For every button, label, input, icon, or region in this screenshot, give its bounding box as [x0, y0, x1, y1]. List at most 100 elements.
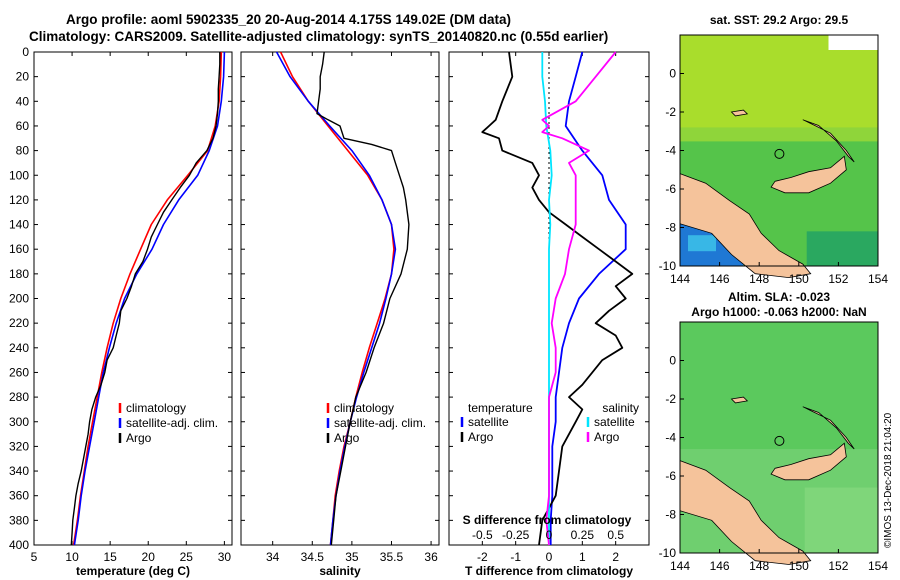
temperature-xlabel: temperature (deg C) — [76, 564, 190, 578]
y-tick-label: 100 — [9, 168, 29, 182]
difference-xtick-label: -1 — [510, 550, 521, 564]
sla-xtick-label: 150 — [789, 559, 809, 573]
salinity-xtick-label: 35 — [345, 550, 359, 564]
difference-xtick-label: 0 — [546, 550, 553, 564]
temperature-series-satellite-adj-clim- — [73, 51, 226, 546]
difference-legend-s-argo: Argo — [594, 430, 620, 444]
salinity-xlabel: salinity — [319, 564, 361, 578]
sst-transition-band — [680, 127, 878, 142]
title-line-2: Climatology: CARS2009. Satellite-adjuste… — [29, 29, 609, 44]
difference-series-t-satellite — [549, 51, 627, 545]
difference-s-tick-label: 0.25 — [571, 528, 595, 542]
y-tick-label: 140 — [9, 218, 29, 232]
temperature-xtick-label: 15 — [103, 550, 117, 564]
sla-land-new-britain — [770, 442, 847, 481]
sst-southeast-patch — [806, 231, 878, 266]
y-tick-label: 160 — [9, 242, 29, 256]
sst-xtick-label: 154 — [868, 272, 888, 286]
sst-land-new-ireland — [802, 119, 855, 163]
sla-xtick-label: 152 — [828, 559, 848, 573]
difference-xlabel: T difference from climatology — [465, 564, 633, 578]
y-tick-label: 380 — [9, 513, 29, 527]
sst-map — [679, 34, 879, 279]
difference-s-tick-label: -0.25 — [502, 528, 530, 542]
difference-series-s-argo — [541, 51, 617, 546]
temperature-series-climatology — [72, 51, 223, 546]
y-tick-label: 340 — [9, 464, 29, 478]
difference-s-tick-label: 0.5 — [607, 528, 624, 542]
difference-legend-s-satellite: satellite — [594, 415, 635, 429]
difference-series-t-argo — [481, 51, 634, 546]
y-tick-label: 80 — [16, 144, 30, 158]
y-tick-label: 200 — [9, 292, 29, 306]
y-tick-label: 60 — [16, 119, 30, 133]
sla-land-manus — [730, 396, 749, 404]
sst-xtick-label: 148 — [749, 272, 769, 286]
sst-map-title: sat. SST: 29.2 Argo: 29.5 — [710, 13, 849, 27]
sst-cool-patch-light — [688, 235, 716, 252]
sst-ytick-label: -6 — [665, 182, 676, 196]
difference-xtick-label: 2 — [612, 550, 619, 564]
sst-ytick-label: -2 — [665, 105, 676, 119]
sla-ytick-label: -2 — [665, 392, 676, 406]
sst-profile-marker — [774, 148, 785, 159]
sla-ytick-label: -8 — [665, 508, 676, 522]
temperature-legend-item: satellite-adj. clim. — [126, 416, 218, 430]
y-tick-label: 300 — [9, 415, 29, 429]
salinity-series-satellite-adj-clim- — [275, 51, 397, 546]
sla-map-title: Altim. SLA: -0.023 — [728, 290, 830, 304]
sst-missing-data — [828, 35, 878, 50]
difference-legend-t-argo: Argo — [468, 430, 494, 444]
sla-ytick-label: 0 — [669, 354, 676, 368]
sst-xtick-label: 146 — [710, 272, 730, 286]
y-tick-label: 280 — [9, 390, 29, 404]
temperature-xtick-label: 30 — [218, 550, 232, 564]
difference-top-axis-label: S difference from climatology — [463, 513, 632, 527]
temperature-xtick-label: 20 — [142, 550, 156, 564]
legend-title-salinity: salinity — [602, 401, 639, 415]
temperature-legend-item: Argo — [126, 431, 152, 445]
temperature-xtick-label: 10 — [65, 550, 79, 564]
sla-land-new-guinea — [679, 460, 812, 565]
sla-ytick-label: -10 — [659, 546, 677, 560]
y-tick-label: 20 — [16, 70, 30, 84]
sla-map-subtitle: Argo h1000: -0.063 h2000: NaN — [691, 305, 866, 319]
salinity-legend-item: Argo — [334, 431, 360, 445]
sst-ytick-label: -4 — [665, 144, 676, 158]
sst-xtick-label: 144 — [670, 272, 690, 286]
y-tick-label: 320 — [9, 439, 29, 453]
salinity-legend-item: satellite-adj. clim. — [334, 416, 426, 430]
y-tick-label: 240 — [9, 341, 29, 355]
y-tick-label: 0 — [22, 45, 29, 59]
sst-land-manus — [730, 109, 749, 117]
sla-ytick-label: -4 — [665, 431, 676, 445]
temperature-series-argo — [70, 52, 221, 546]
y-tick-label: 360 — [9, 489, 29, 503]
salinity-legend-item: climatology — [334, 401, 394, 415]
sst-xtick-label: 152 — [828, 272, 848, 286]
y-tick-label: 120 — [9, 193, 29, 207]
sst-land-new-guinea — [679, 173, 812, 279]
sla-xtick-label: 144 — [670, 559, 690, 573]
y-tick-label: 220 — [9, 316, 29, 330]
temperature-xtick-label: 25 — [180, 550, 194, 564]
sla-southeast-patch — [804, 487, 878, 553]
sst-xtick-label: 150 — [789, 272, 809, 286]
sla-profile-marker — [774, 435, 785, 446]
sla-xtick-label: 146 — [710, 559, 730, 573]
legend-title-temperature: temperature — [468, 401, 533, 415]
salinity-xtick-label: 36 — [424, 550, 438, 564]
salinity-series-argo — [316, 51, 410, 546]
sla-north-band — [680, 322, 878, 450]
sla-ytick-label: -6 — [665, 469, 676, 483]
y-tick-label: 400 — [9, 538, 29, 552]
sst-warm-band — [680, 35, 878, 139]
difference-s-tick-label: 0 — [546, 528, 553, 542]
salinity-xtick-label: 35.5 — [380, 550, 404, 564]
sst-ytick-label: -8 — [665, 221, 676, 235]
temperature-xtick-label: 5 — [31, 550, 38, 564]
sla-map — [679, 321, 879, 565]
y-tick-label: 180 — [9, 267, 29, 281]
sla-xtick-label: 154 — [868, 559, 888, 573]
